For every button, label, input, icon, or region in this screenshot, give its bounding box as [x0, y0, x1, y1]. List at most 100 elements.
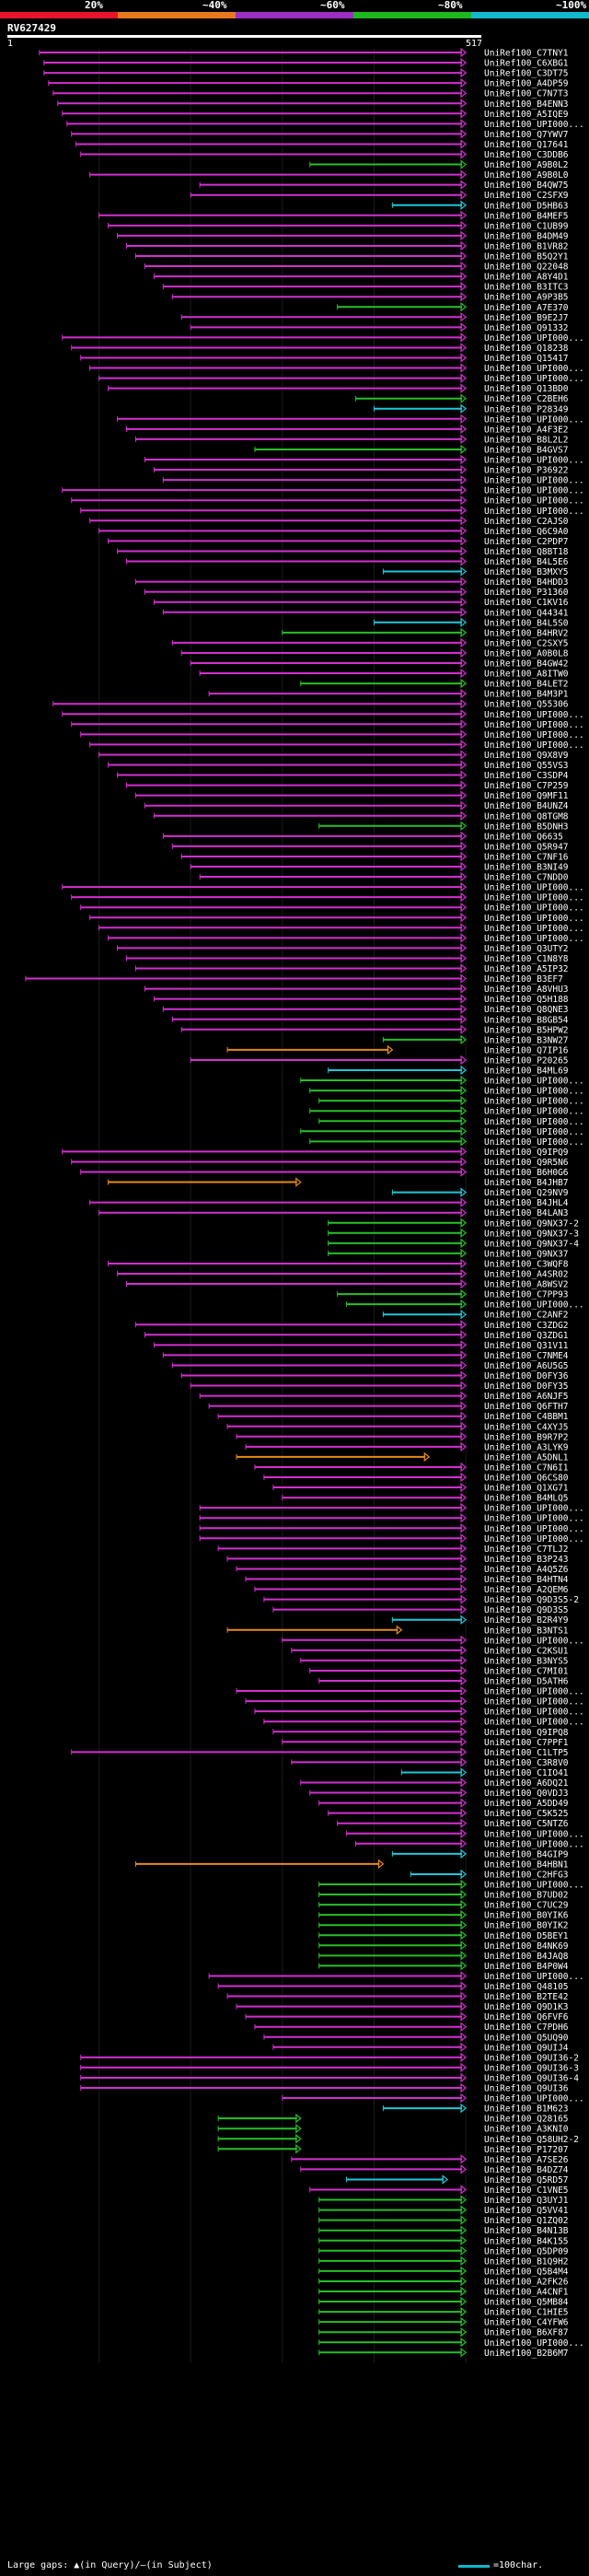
hit-arrow [460, 871, 468, 882]
hit-label: UniRef100_Q5R947 [484, 842, 569, 852]
hit-label: UniRef100_Q9UI36 [484, 2084, 569, 2094]
hit-arrow [460, 484, 468, 495]
hit-label: UniRef100_Q9UI36-2 [484, 2053, 579, 2063]
hit-arrow [460, 892, 468, 903]
hit-arrow [460, 587, 468, 597]
hit-arrow [460, 841, 468, 852]
hit-label: UniRef100_UPI000... [484, 1708, 584, 1718]
hit-label: UniRef100_C7PP93 [484, 1290, 569, 1300]
hit-arrow [460, 2266, 468, 2277]
hit-arrow [460, 57, 468, 68]
hit-label: UniRef100_A2FK26 [484, 2277, 569, 2287]
hit-arrow [460, 1889, 468, 1900]
hit-label: UniRef100_B2B6M7 [484, 2349, 569, 2359]
hit-arrow [460, 953, 468, 963]
hit-label: UniRef100_A4F3E2 [484, 425, 569, 435]
hit-arrow [460, 1431, 468, 1442]
hit-arrow [396, 1625, 403, 1635]
hit-arrow [460, 1512, 468, 1523]
hit-arrow [460, 2225, 468, 2235]
hit-arrow [460, 363, 468, 373]
hit-label: UniRef100_UPI000... [484, 934, 584, 944]
hit-label: UniRef100_C4XYJ5 [484, 1422, 569, 1432]
hit-arrow [460, 597, 468, 607]
hit-arrow [460, 261, 468, 272]
hit-arrow [460, 750, 468, 760]
hit-label: UniRef100_D5ATH6 [484, 1677, 569, 1687]
hit-arrow [460, 1930, 468, 1941]
hit-label: UniRef100_B4GVS7 [484, 445, 569, 455]
hit-label: UniRef100_Q55306 [484, 700, 569, 710]
hit-label: UniRef100_UPI000... [484, 914, 584, 924]
hit-label: UniRef100_UPI000... [484, 883, 584, 893]
hit-label: UniRef100_P17207 [484, 2145, 569, 2155]
hit-label: UniRef100_UPI000... [484, 730, 584, 740]
hit-arrow [460, 526, 468, 536]
hit-label: UniRef100_UPI000... [484, 374, 584, 384]
hit-arrow [460, 1462, 468, 1473]
query-line [7, 35, 481, 38]
hit-label: UniRef100_B4L5E6 [484, 557, 569, 567]
hit-label: UniRef100_C3WQF8 [484, 1259, 569, 1269]
hit-arrow [460, 770, 468, 780]
hit-arrow [460, 1228, 468, 1239]
hit-label: UniRef100_B6XF87 [484, 2328, 569, 2338]
hit-label: UniRef100_Q5DP09 [484, 2246, 569, 2256]
length-legend-bar [458, 2565, 490, 2568]
hit-arrow [460, 1757, 468, 1767]
hit-arrow [460, 2245, 468, 2256]
hit-arrow [460, 1971, 468, 1981]
hit-label: UniRef100_C2AJS0 [484, 517, 569, 527]
hit-arrow [460, 2205, 468, 2215]
hit-arrow [460, 1767, 468, 1778]
hit-arrow [460, 688, 468, 699]
hit-arrow [460, 1798, 468, 1808]
hit-label: UniRef100_A0B0L8 [484, 648, 569, 659]
hit-label: UniRef100_P20265 [484, 1055, 569, 1066]
hit-arrow [460, 2195, 468, 2205]
hit-arrow [460, 1095, 468, 1106]
hit-label: UniRef100_Q9NX37-4 [484, 1239, 579, 1249]
hit-arrow [460, 2092, 468, 2104]
hit-label: UniRef100_UPI000... [484, 120, 584, 130]
hit-arrow [460, 312, 468, 322]
hit-label: UniRef100_A7E370 [484, 303, 569, 313]
hit-arrow [460, 1187, 468, 1197]
hit-label: UniRef100_C7NF16 [484, 852, 569, 862]
hit-arrow [460, 617, 468, 628]
hit-label: UniRef100_C5NTZ6 [484, 1819, 569, 1829]
hit-arrow [460, 2215, 468, 2225]
hit-arrow [460, 1034, 468, 1045]
hit-label: UniRef100_C2ANF2 [484, 1311, 569, 1321]
hit-label: UniRef100_B9E2J7 [484, 313, 569, 323]
hit-label: UniRef100_UPI000... [484, 720, 584, 730]
hit-arrow [460, 1248, 468, 1259]
hit-arrow [460, 780, 468, 790]
hit-arrow [460, 434, 468, 445]
hit-arrow [460, 424, 468, 435]
hit-label: UniRef100_Q13BD0 [484, 384, 569, 394]
hit-arrow [460, 1391, 468, 1401]
hit-label: UniRef100_UPI000... [484, 1127, 584, 1137]
hit-arrow [460, 1961, 468, 1971]
hit-arrow [460, 1482, 468, 1493]
scale-label: 20% [85, 0, 103, 11]
hit-arrow [460, 393, 468, 403]
hit-arrow [460, 1614, 468, 1625]
hit-label: UniRef100_B3EF7 [484, 974, 563, 985]
hit-arrow [460, 1004, 468, 1014]
hit-arrow [460, 2306, 468, 2317]
hit-arrow [460, 1309, 468, 1320]
hit-label: UniRef100_Q6C9A0 [484, 527, 569, 537]
hit-label: UniRef100_UPI000... [484, 2338, 584, 2349]
hit-arrow [460, 2001, 468, 2011]
hit-label: UniRef100_C3DT75 [484, 69, 569, 79]
hit-label: UniRef100_Q17641 [484, 140, 569, 150]
hit-label: UniRef100_Q15417 [484, 354, 569, 364]
hit-arrow [460, 464, 468, 475]
hit-arrow [460, 159, 468, 169]
scale-segment [236, 12, 353, 18]
hit-arrow [460, 740, 468, 750]
hit-label: UniRef100_C5K525 [484, 1809, 569, 1819]
hit-arrow [460, 1564, 468, 1574]
